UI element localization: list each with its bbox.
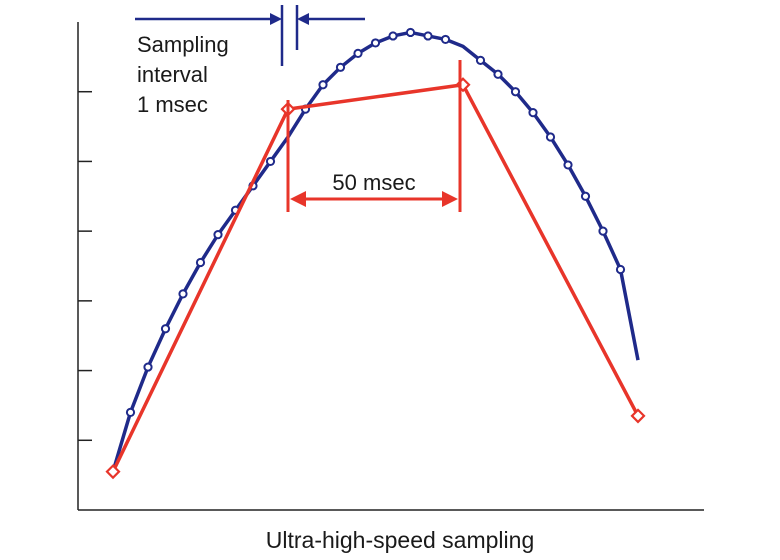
- fine-sample-point: [388, 31, 398, 41]
- coarse-sampling-line: [111, 82, 640, 473]
- fine-sampling-series: [111, 27, 640, 473]
- fine-sample-point: [423, 31, 433, 41]
- fine-sample-point: [510, 87, 521, 97]
- fine-sample-point: [125, 407, 136, 417]
- fine-sample-point: [335, 62, 346, 72]
- y-ticks: [78, 90, 92, 442]
- sampling-label-line1: Sampling: [137, 32, 229, 57]
- fine-sample-point: [598, 226, 608, 236]
- fine-sample-point: [440, 34, 451, 45]
- coarse-sampling-series: [105, 77, 646, 480]
- fine-sample-point: [213, 230, 223, 240]
- fine-sample-point: [528, 108, 538, 118]
- fine-sample-point: [178, 289, 188, 299]
- fine-sample-point: [580, 191, 591, 201]
- fine-sample-point: [318, 80, 328, 90]
- fine-sample-point: [143, 362, 153, 372]
- fine-sample-point: [615, 264, 626, 275]
- fine-sample-point: [370, 38, 381, 48]
- figure-caption: Ultra-high-speed sampling: [266, 527, 534, 553]
- fine-sample-point: [545, 132, 556, 142]
- coarse-sample-point: [630, 408, 646, 424]
- fine-sample-point: [160, 324, 171, 334]
- interval-50ms-label: 50 msec: [332, 170, 415, 195]
- interval-50ms-marker: [286, 60, 462, 212]
- fine-sample-point: [563, 160, 573, 170]
- sampling-interval-marker: [135, 5, 365, 66]
- fine-sample-point: [195, 257, 206, 268]
- sampling-label-line3: 1 msec: [137, 92, 208, 117]
- sampling-label-line2: interval: [137, 62, 208, 87]
- fine-sample-point: [493, 69, 503, 79]
- fine-sample-point: [353, 48, 363, 58]
- fine-sample-point: [405, 27, 416, 38]
- coarse-sample-point: [105, 464, 121, 480]
- fine-sample-point: [265, 156, 276, 167]
- fine-sample-point: [475, 55, 486, 65]
